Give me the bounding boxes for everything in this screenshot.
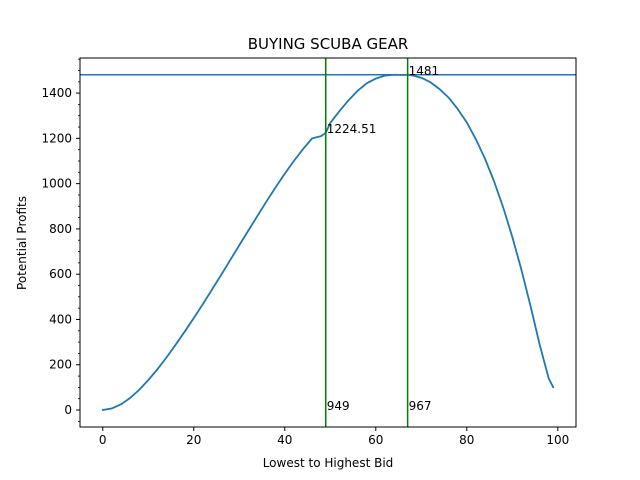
x-tick-label: 100 (546, 433, 569, 447)
x-axis-label: Lowest to Highest Bid (263, 456, 394, 470)
y-tick-label: 800 (49, 222, 72, 236)
x-tick-label: 20 (186, 433, 201, 447)
plot-area (80, 58, 576, 427)
axes-frame (79, 57, 577, 428)
annotation-label: 1224.51 (327, 122, 377, 136)
y-tick-label: 1000 (41, 177, 72, 191)
series-line-0 (101, 73, 555, 411)
x-tick-label: 80 (459, 433, 474, 447)
x-tick-label: 0 (99, 433, 107, 447)
y-tick-label: 200 (49, 358, 72, 372)
chart-title: BUYING SCUBA GEAR (248, 35, 409, 53)
annotation-label: 967 (409, 399, 432, 413)
y-axis-label: Potential Profits (15, 196, 29, 290)
y-tick-label: 0 (64, 403, 72, 417)
x-tick-label: 60 (368, 433, 383, 447)
annotation-label: 949 (327, 399, 350, 413)
y-tick-label: 1200 (41, 131, 72, 145)
x-axis-ticks: 0 20 40 60 80 100 (99, 427, 569, 447)
x-tick-label: 40 (277, 433, 292, 447)
y-tick-label: 600 (49, 267, 72, 281)
y-axis-ticks: 0 200 400 600 800 1000 1200 1400 (41, 58, 80, 422)
annotation-label: 1481 (409, 64, 440, 78)
y-tick-label: 1400 (41, 86, 72, 100)
annotations: 1481 1224.51 949 967 (327, 64, 439, 413)
y-tick-label: 400 (49, 312, 72, 326)
